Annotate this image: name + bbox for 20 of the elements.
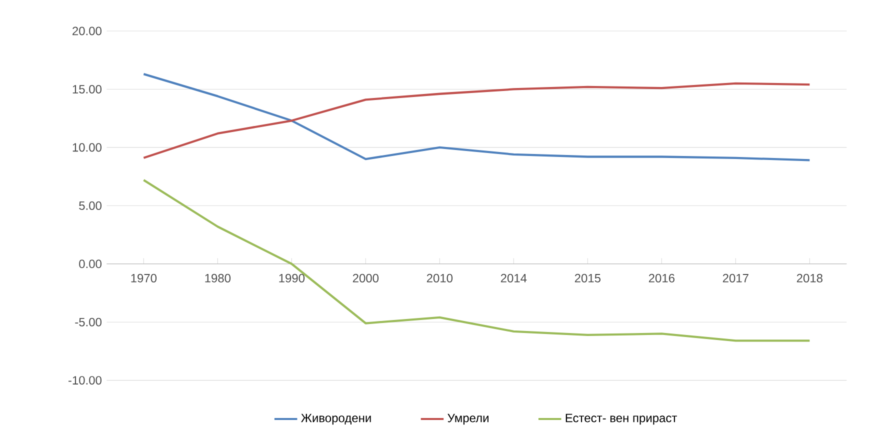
x-tick-label: 1990 (279, 274, 305, 282)
x-tick-label: 2017 (722, 274, 748, 282)
x-tick-label: 2015 (574, 274, 600, 282)
y-tick-label: 0.00 (79, 260, 102, 268)
y-tick-label: -10.00 (68, 376, 102, 385)
x-tick-label: 1980 (205, 274, 231, 282)
legend-label: Естест- вен прираст (566, 414, 677, 425)
y-tick-label: 5.00 (79, 201, 102, 210)
x-tick-label: 2014 (500, 274, 527, 282)
legend-label: Умрели (448, 414, 488, 425)
x-tick-label: 2010 (426, 274, 453, 282)
x-tick-label: 2000 (352, 274, 379, 282)
x-tick-label: 2018 (796, 274, 822, 282)
x-tick-label: 2016 (648, 274, 674, 282)
y-tick-label: 20.00 (72, 26, 102, 36)
y-tick-label: 10.00 (72, 143, 102, 152)
y-tick-label: 15.00 (72, 84, 102, 94)
y-tick-label: -5.00 (75, 318, 102, 326)
x-tick-label: 1970 (131, 274, 157, 282)
legend-label: Живородени (301, 414, 371, 425)
